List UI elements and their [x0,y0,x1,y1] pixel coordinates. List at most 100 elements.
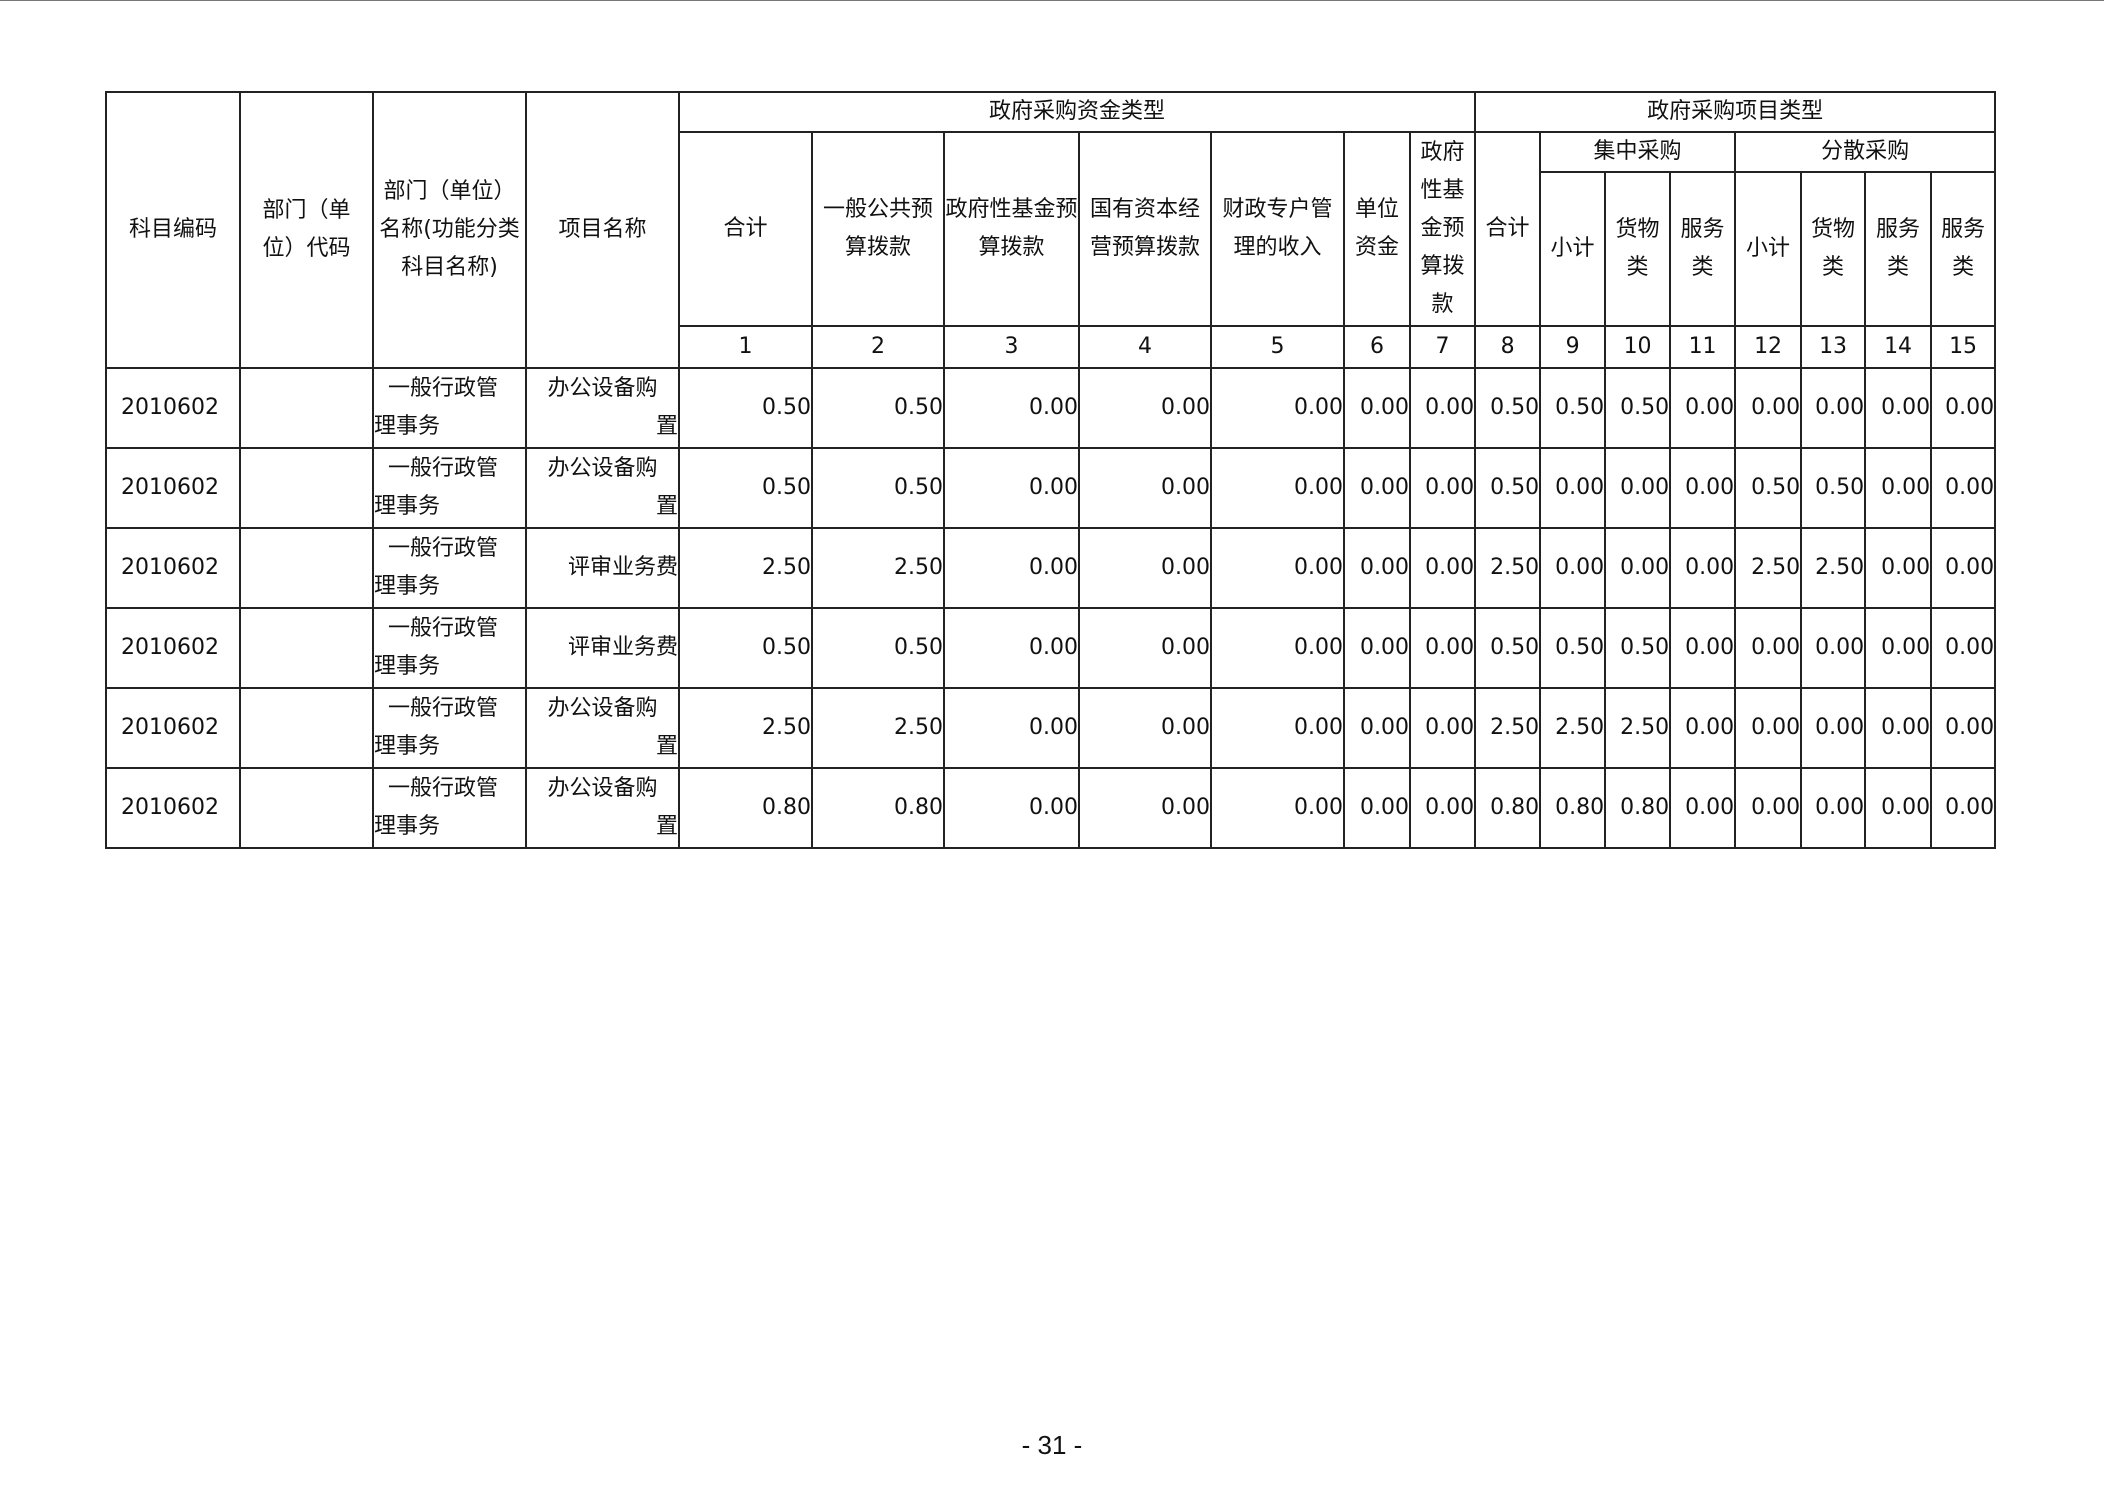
value-cell: 0.00 [1930,767,1997,849]
value-cell: 0.00 [1408,767,1477,849]
value-cell: 0.80 [678,767,813,849]
header-fund-total: 合计 [678,131,813,327]
dept-code [239,687,374,769]
value-cell: 0.00 [943,527,1080,609]
value-cell: 0.50 [811,367,945,449]
header-centralized: 集中采购 [1539,131,1737,173]
dept-code [239,767,374,849]
procurement-table: 科目编码 部门（单位）代码 部门（单位）名称(功能分类科目名称) 项目名称 政府… [105,91,1997,849]
header-d-services: 服务类 [1864,171,1933,327]
table-row: 2010602 一般行政管 理事务 办公设备购置 2.50 2.50 0.00 0.00 0.0… [105,687,1997,769]
value-cell: 0.00 [1669,687,1737,769]
value-cell: 0.00 [1408,687,1477,769]
dept-name: 一般行政管 理事务 [372,367,527,449]
value-cell: 0.00 [1864,367,1933,449]
column-number: 9 [1539,325,1607,369]
project-name-line1: 办公设备购 [547,456,658,481]
value-cell: 2.50 [811,527,945,609]
value-cell: 0.50 [1539,607,1607,689]
dept-name: 一般行政管 理事务 [372,447,527,529]
dept-code [239,607,374,689]
value-cell: 0.00 [1210,527,1345,609]
value-cell: 0.00 [1669,447,1737,529]
table-row: 2010602 一般行政管 理事务 办公设备购置 0.50 0.50 0.00 0.00 0.0… [105,447,1997,529]
header-unit-funds: 单位资金 [1343,131,1411,327]
project-name: 办公设备购置 [525,767,680,849]
subject-code: 2010602 [105,367,241,449]
header-project-type-group: 政府采购项目类型 [1474,91,1997,133]
value-cell: 0.50 [811,607,945,689]
value-cell: 0.00 [1343,527,1411,609]
value-cell: 0.00 [1078,447,1212,529]
column-number: 13 [1800,325,1867,369]
value-cell: 0.00 [1343,607,1411,689]
column-number: 15 [1930,325,1997,369]
value-cell: 0.00 [1078,367,1212,449]
value-cell: 0.00 [1864,607,1933,689]
value-cell: 0.00 [1864,687,1933,769]
value-cell: 0.00 [1078,767,1212,849]
value-cell: 0.00 [943,367,1080,449]
value-cell: 0.00 [1210,367,1345,449]
value-cell: 0.50 [1800,447,1867,529]
value-cell: 0.80 [1539,767,1607,849]
table-row: 2010602 一般行政管 理事务 评审业务费 2.50 2.50 0.00 0.00 0.00… [105,527,1997,609]
value-cell: 0.50 [1474,367,1542,449]
header-fund-type-group: 政府采购资金类型 [677,91,1477,133]
value-cell: 0.80 [1474,767,1542,849]
dept-code [239,447,374,529]
value-cell: 0.00 [1930,447,1997,529]
project-name-line1: 办公设备购 [547,376,658,401]
value-cell: 0.00 [1210,447,1345,529]
value-cell: 0.80 [1604,767,1672,849]
value-cell: 0.00 [1343,367,1411,449]
subject-code: 2010602 [105,527,241,609]
value-cell: 0.00 [1930,607,1997,689]
column-number: 3 [943,325,1080,369]
dept-name: 一般行政管 理事务 [372,607,527,689]
top-rule [0,0,2104,1]
header-gov-fund-budget: 政府性基金预算拨款 [943,131,1080,327]
value-cell: 0.00 [1734,367,1803,449]
value-cell: 2.50 [1539,687,1607,769]
value-cell: 2.50 [811,687,945,769]
column-number: 11 [1669,325,1737,369]
value-cell: 0.00 [1864,447,1933,529]
project-name-line2: 置 [655,734,678,759]
value-cell: 0.00 [1800,607,1867,689]
project-name: 办公设备购置 [525,687,680,769]
value-cell: 2.50 [1474,687,1542,769]
header-d-subtotal: 小计 [1734,171,1803,327]
dept-name-line1: 一般行政管 [388,536,499,561]
column-number: 14 [1864,325,1933,369]
value-cell: 0.50 [1539,367,1607,449]
value-cell: 0.50 [1604,607,1672,689]
header-project-total: 合计 [1474,131,1542,327]
dept-code [239,527,374,609]
header-c-services: 服务类 [1669,171,1737,327]
dept-code [239,367,374,449]
value-cell: 0.00 [1408,607,1477,689]
value-cell: 0.00 [1800,367,1867,449]
subject-code: 2010602 [105,687,241,769]
project-name-line1: 办公设备购 [547,776,658,801]
column-number: 8 [1474,325,1542,369]
value-cell: 0.00 [1734,607,1803,689]
header-project-name: 项目名称 [525,91,680,369]
header-state-capital: 国有资本经营预算拨款 [1078,131,1212,327]
value-cell: 0.80 [811,767,945,849]
value-cell: 0.00 [943,687,1080,769]
header-gov-fund-appropriation: 政府性基金预算拨款 [1408,131,1477,327]
dept-name: 一般行政管 理事务 [372,527,527,609]
value-cell: 0.00 [1210,687,1345,769]
column-number: 12 [1734,325,1803,369]
value-cell: 0.00 [1604,527,1672,609]
dept-name: 一般行政管 理事务 [372,767,527,849]
value-cell: 0.50 [678,367,813,449]
value-cell: 0.50 [678,447,813,529]
project-name-line2: 置 [655,494,678,519]
value-cell: 0.00 [1408,527,1477,609]
column-number: 4 [1078,325,1212,369]
header-subject-code: 科目编码 [105,91,241,369]
value-cell: 0.00 [1669,607,1737,689]
